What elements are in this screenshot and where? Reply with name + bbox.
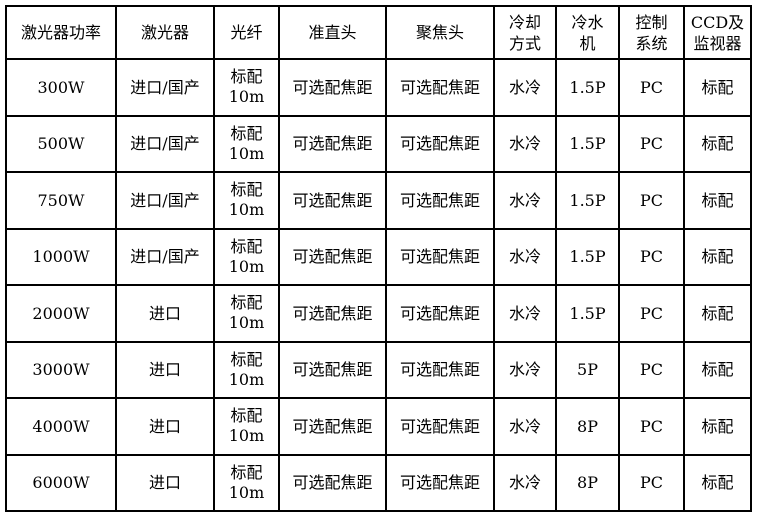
cell-focus-head: 可选配焦距 [385, 397, 495, 456]
table-row: 500W 进口/国产 标配 10m 可选配焦距 可选配焦距 水冷 1.5P PC 标配 [5, 114, 752, 173]
cell-laser: 进口/国产 [115, 114, 215, 173]
cell-fiber: 标配 10m [213, 340, 280, 399]
cell-fiber: 标配 10m [213, 171, 280, 230]
cell-chiller: 1.5P [555, 284, 620, 343]
cell-control-system: PC [618, 397, 685, 456]
cell-ccd-monitor: 标配 [683, 58, 752, 117]
cell-laser: 进口/国产 [115, 227, 215, 286]
cell-fiber: 标配 10m [213, 453, 280, 512]
cell-cooling-method: 水冷 [493, 453, 557, 512]
header-power: 激光器功率 [5, 5, 117, 60]
cell-power: 300W [5, 58, 117, 117]
cell-chiller: 8P [555, 397, 620, 456]
cell-ccd-monitor: 标配 [683, 284, 752, 343]
table-row: 6000W 进口 标配 10m 可选配焦距 可选配焦距 水冷 8P PC 标配 [5, 453, 752, 512]
cell-collimator: 可选配焦距 [278, 114, 387, 173]
cell-cooling-method: 水冷 [493, 397, 557, 456]
header-control-system: 控制 系统 [618, 5, 685, 60]
table-row: 750W 进口/国产 标配 10m 可选配焦距 可选配焦距 水冷 1.5P PC 标配 [5, 171, 752, 230]
header-chiller: 冷水机 [555, 5, 620, 60]
cell-fiber: 标配 10m [213, 284, 280, 343]
cell-cooling-method: 水冷 [493, 114, 557, 173]
cell-power: 750W [5, 171, 117, 230]
cell-ccd-monitor: 标配 [683, 114, 752, 173]
cell-control-system: PC [618, 284, 685, 343]
cell-power: 4000W [5, 397, 117, 456]
header-collimator: 准直头 [278, 5, 387, 60]
cell-laser: 进口 [115, 340, 215, 399]
cell-focus-head: 可选配焦距 [385, 227, 495, 286]
cell-chiller: 1.5P [555, 114, 620, 173]
cell-cooling-method: 水冷 [493, 227, 557, 286]
table-row: 1000W 进口/国产 标配 10m 可选配焦距 可选配焦距 水冷 1.5P PC 标配 [5, 227, 752, 286]
cell-cooling-method: 水冷 [493, 58, 557, 117]
cell-control-system: PC [618, 114, 685, 173]
cell-power: 3000W [5, 340, 117, 399]
cell-fiber: 标配 10m [213, 58, 280, 117]
table-row: 300W 进口/国产 标配 10m 可选配焦距 可选配焦距 水冷 1.5P PC 标配 [5, 58, 752, 117]
cell-power: 1000W [5, 227, 117, 286]
cell-laser: 进口/国产 [115, 58, 215, 117]
cell-control-system: PC [618, 453, 685, 512]
header-cooling-method: 冷却 方式 [493, 5, 557, 60]
laser-spec-table: 激光器功率 激光器 光纤 准直头 聚焦头 冷却 方式 冷水机控制 系统 CCD及 监视器 300W 进… [5, 5, 752, 512]
cell-chiller: 1.5P [555, 227, 620, 286]
cell-cooling-method: 水冷 [493, 171, 557, 230]
cell-chiller: 1.5P [555, 58, 620, 117]
cell-ccd-monitor: 标配 [683, 397, 752, 456]
cell-focus-head: 可选配焦距 [385, 114, 495, 173]
cell-collimator: 可选配焦距 [278, 284, 387, 343]
cell-laser: 进口 [115, 453, 215, 512]
cell-collimator: 可选配焦距 [278, 453, 387, 512]
cell-control-system: PC [618, 340, 685, 399]
cell-focus-head: 可选配焦距 [385, 171, 495, 230]
table-row: 4000W 进口 标配 10m 可选配焦距 可选配焦距 水冷 8P PC 标配 [5, 397, 752, 456]
cell-collimator: 可选配焦距 [278, 58, 387, 117]
cell-collimator: 可选配焦距 [278, 340, 387, 399]
cell-focus-head: 可选配焦距 [385, 340, 495, 399]
cell-chiller: 5P [555, 340, 620, 399]
cell-fiber: 标配 10m [213, 114, 280, 173]
cell-collimator: 可选配焦距 [278, 227, 387, 286]
header-fiber: 光纤 [213, 5, 280, 60]
cell-power: 500W [5, 114, 117, 173]
header-laser: 激光器 [115, 5, 215, 60]
cell-fiber: 标配 10m [213, 227, 280, 286]
cell-ccd-monitor: 标配 [683, 453, 752, 512]
cell-laser: 进口 [115, 397, 215, 456]
cell-power: 2000W [5, 284, 117, 343]
cell-control-system: PC [618, 227, 685, 286]
cell-ccd-monitor: 标配 [683, 340, 752, 399]
cell-cooling-method: 水冷 [493, 284, 557, 343]
cell-cooling-method: 水冷 [493, 340, 557, 399]
cell-control-system: PC [618, 171, 685, 230]
header-ccd-monitor: CCD及 监视器 [683, 5, 752, 60]
cell-collimator: 可选配焦距 [278, 397, 387, 456]
cell-laser: 进口/国产 [115, 171, 215, 230]
cell-focus-head: 可选配焦距 [385, 284, 495, 343]
cell-focus-head: 可选配焦距 [385, 58, 495, 117]
cell-control-system: PC [618, 58, 685, 117]
cell-fiber: 标配 10m [213, 397, 280, 456]
table-row: 3000W 进口 标配 10m 可选配焦距 可选配焦距 水冷 5P PC 标配 [5, 340, 752, 399]
header-focus-head: 聚焦头 [385, 5, 495, 60]
header-row: 激光器功率 激光器 光纤 准直头 聚焦头 冷却 方式 冷水机控制 系统 CCD及 监视器 [5, 5, 752, 60]
cell-ccd-monitor: 标配 [683, 227, 752, 286]
table-row: 2000W 进口 标配 10m 可选配焦距 可选配焦距 水冷 1.5P PC 标配 [5, 284, 752, 343]
cell-focus-head: 可选配焦距 [385, 453, 495, 512]
cell-chiller: 1.5P [555, 171, 620, 230]
cell-laser: 进口 [115, 284, 215, 343]
cell-power: 6000W [5, 453, 117, 512]
cell-collimator: 可选配焦距 [278, 171, 387, 230]
cell-ccd-monitor: 标配 [683, 171, 752, 230]
cell-chiller: 8P [555, 453, 620, 512]
